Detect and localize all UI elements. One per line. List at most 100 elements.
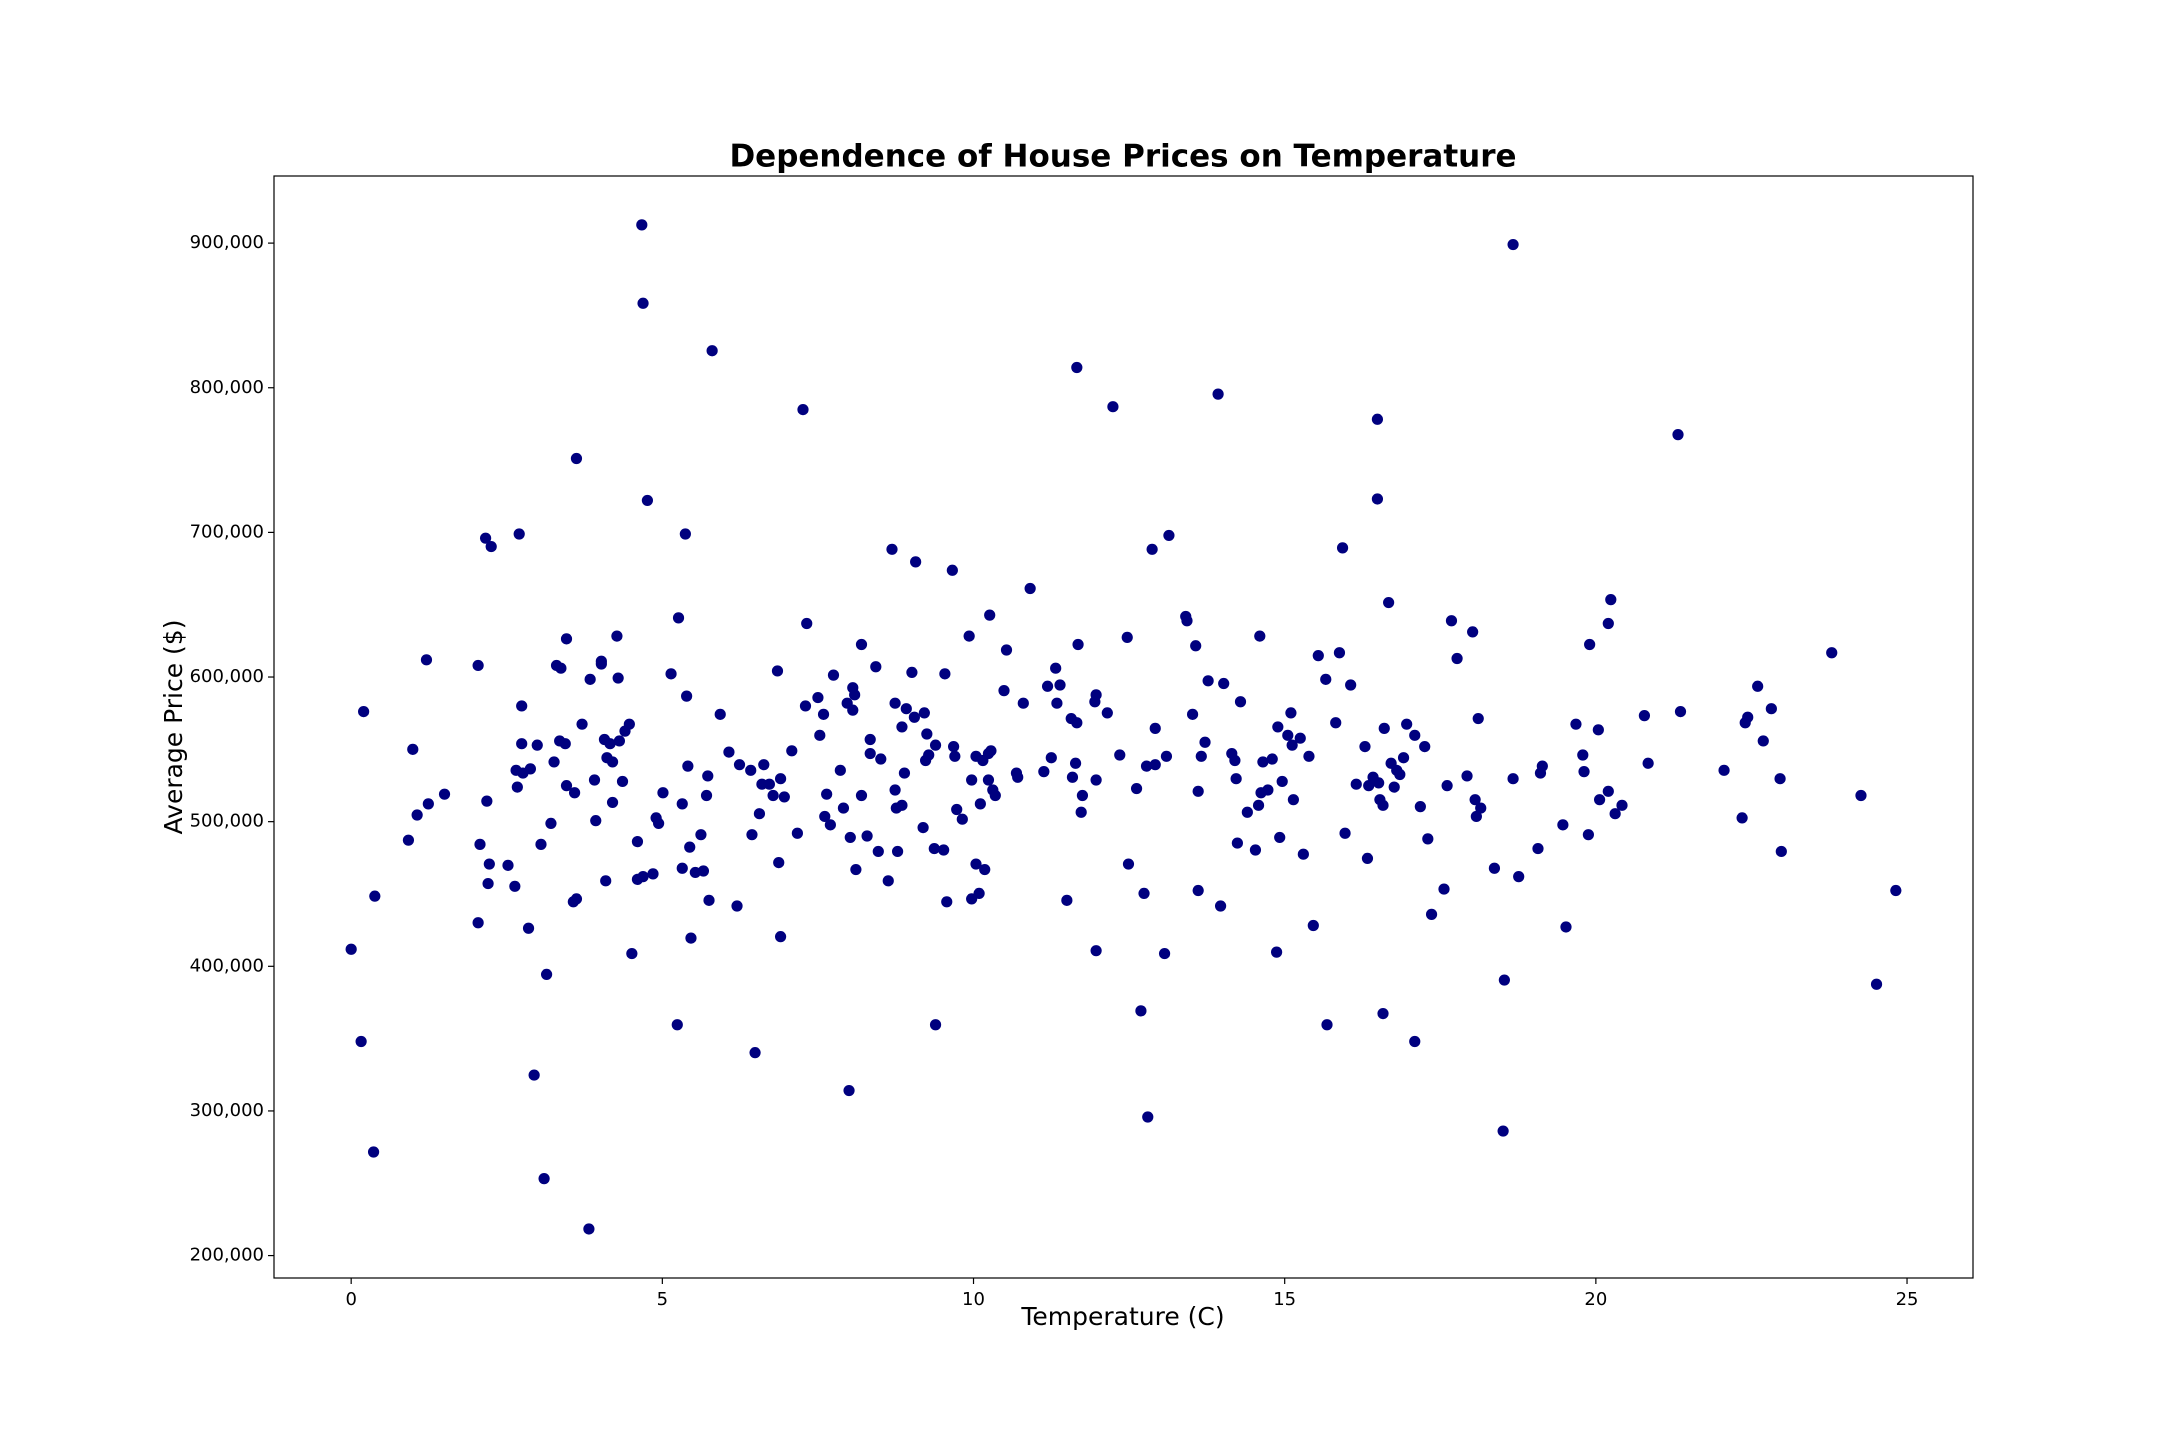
data-point bbox=[1294, 732, 1306, 744]
data-point bbox=[774, 773, 787, 785]
data-point bbox=[1422, 833, 1434, 845]
data-point bbox=[1371, 493, 1384, 505]
data-point bbox=[855, 638, 868, 651]
data-point bbox=[889, 784, 901, 796]
data-point bbox=[1469, 794, 1481, 806]
data-point bbox=[570, 893, 583, 905]
data-point bbox=[1199, 736, 1211, 748]
data-point bbox=[626, 947, 638, 960]
data-point bbox=[1513, 871, 1525, 883]
data-point bbox=[778, 791, 790, 803]
data-point bbox=[616, 775, 629, 788]
data-point bbox=[1181, 615, 1193, 627]
data-point bbox=[1578, 766, 1590, 778]
data-point bbox=[1498, 974, 1510, 986]
data-point bbox=[481, 795, 493, 807]
data-point bbox=[1252, 799, 1265, 811]
data-point bbox=[872, 845, 884, 858]
data-point bbox=[1560, 921, 1572, 933]
data-point bbox=[797, 403, 809, 416]
data-point bbox=[1075, 806, 1087, 818]
data-point bbox=[1045, 752, 1057, 764]
data-point bbox=[918, 707, 930, 719]
data-point bbox=[1320, 673, 1332, 685]
data-point bbox=[891, 845, 904, 858]
data-point bbox=[1377, 799, 1389, 811]
data-point bbox=[714, 708, 726, 720]
data-point bbox=[1363, 780, 1375, 792]
y-tick-label: 800,000 bbox=[190, 377, 264, 398]
data-point bbox=[1361, 852, 1374, 865]
data-point bbox=[731, 900, 743, 912]
data-point bbox=[516, 700, 528, 712]
x-tick-label: 25 bbox=[1896, 1289, 1919, 1310]
data-point bbox=[928, 842, 940, 855]
data-point bbox=[948, 740, 960, 753]
data-point bbox=[1146, 543, 1158, 555]
data-point bbox=[1593, 794, 1606, 806]
data-point bbox=[355, 1035, 367, 1048]
data-point bbox=[786, 745, 798, 757]
data-point bbox=[358, 705, 370, 718]
data-point bbox=[1409, 1035, 1421, 1048]
data-point bbox=[584, 673, 596, 685]
data-point bbox=[875, 753, 887, 765]
data-point bbox=[799, 700, 812, 712]
data-point bbox=[676, 862, 688, 874]
data-point bbox=[896, 721, 908, 733]
data-point bbox=[1158, 947, 1171, 960]
data-point bbox=[613, 735, 626, 747]
data-point bbox=[516, 738, 528, 750]
data-point bbox=[1266, 753, 1278, 765]
y-tick-label: 600,000 bbox=[190, 666, 264, 687]
data-point bbox=[723, 746, 735, 758]
data-point bbox=[864, 733, 876, 746]
data-point bbox=[834, 764, 846, 776]
data-point bbox=[1107, 401, 1119, 413]
data-point bbox=[1397, 752, 1410, 764]
data-point bbox=[672, 612, 685, 624]
data-point bbox=[1212, 388, 1224, 400]
data-point bbox=[771, 665, 784, 677]
data-point bbox=[1303, 750, 1315, 762]
data-point bbox=[812, 691, 824, 704]
data-point bbox=[1142, 1111, 1154, 1123]
data-point bbox=[1122, 858, 1135, 870]
data-point bbox=[1054, 679, 1066, 691]
data-point bbox=[623, 718, 635, 730]
y-tick-label: 300,000 bbox=[190, 1100, 264, 1121]
data-point bbox=[703, 894, 715, 906]
data-point bbox=[819, 810, 831, 823]
data-point bbox=[420, 654, 433, 666]
data-point bbox=[1507, 773, 1519, 785]
data-point bbox=[847, 704, 859, 716]
data-point bbox=[1272, 721, 1284, 733]
data-point bbox=[774, 931, 787, 943]
data-point bbox=[369, 890, 381, 902]
data-point bbox=[1371, 413, 1384, 425]
data-point bbox=[1339, 827, 1351, 839]
data-point bbox=[1414, 801, 1426, 813]
data-point bbox=[1312, 650, 1324, 662]
data-point bbox=[1121, 631, 1133, 643]
data-point bbox=[1472, 712, 1484, 725]
data-point bbox=[1742, 711, 1754, 723]
data-point bbox=[921, 728, 933, 740]
data-point bbox=[1441, 780, 1453, 792]
data-point bbox=[1557, 819, 1569, 831]
data-point bbox=[864, 747, 876, 760]
data-point bbox=[636, 219, 648, 231]
data-point bbox=[676, 798, 688, 810]
data-point bbox=[1190, 640, 1202, 652]
data-point bbox=[849, 689, 861, 701]
data-point bbox=[522, 922, 535, 934]
data-point bbox=[1114, 749, 1126, 761]
data-point bbox=[1592, 724, 1604, 736]
data-point bbox=[588, 774, 601, 786]
data-point bbox=[917, 821, 929, 834]
data-point bbox=[438, 788, 451, 800]
data-point bbox=[949, 750, 961, 762]
data-point bbox=[612, 672, 624, 684]
data-point bbox=[509, 880, 521, 892]
data-point bbox=[1274, 831, 1286, 844]
